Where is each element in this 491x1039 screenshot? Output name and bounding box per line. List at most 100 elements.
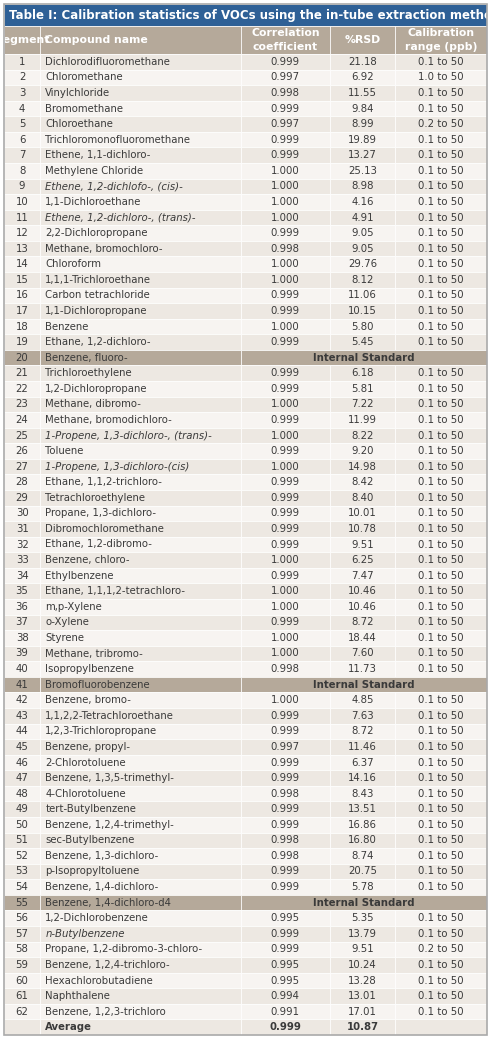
- Text: 0.997: 0.997: [271, 73, 300, 82]
- Text: 1.000: 1.000: [271, 399, 300, 409]
- Bar: [395, 412, 487, 428]
- Text: 1.000: 1.000: [271, 602, 300, 612]
- Bar: [330, 335, 395, 350]
- Bar: [40, 910, 241, 926]
- Bar: [4, 739, 40, 754]
- Bar: [4, 381, 40, 397]
- Text: Bromofluorobenzene: Bromofluorobenzene: [45, 680, 150, 690]
- Text: 11.73: 11.73: [348, 664, 377, 674]
- Text: 62: 62: [16, 1007, 28, 1016]
- Bar: [4, 54, 40, 70]
- Bar: [40, 537, 241, 553]
- Bar: [40, 490, 241, 506]
- Bar: [241, 335, 330, 350]
- Bar: [330, 615, 395, 630]
- Text: 58: 58: [16, 944, 28, 955]
- Bar: [4, 272, 40, 288]
- Text: 54: 54: [16, 882, 28, 893]
- Bar: [40, 272, 241, 288]
- Text: 9.05: 9.05: [352, 243, 374, 254]
- Text: 10: 10: [16, 197, 28, 207]
- Bar: [330, 70, 395, 85]
- Bar: [395, 70, 487, 85]
- Bar: [330, 584, 395, 600]
- Bar: [395, 163, 487, 179]
- Bar: [4, 537, 40, 553]
- Text: 0.1 to 50: 0.1 to 50: [418, 804, 464, 815]
- Bar: [4, 490, 40, 506]
- Text: 0.1 to 50: 0.1 to 50: [418, 508, 464, 518]
- Bar: [40, 459, 241, 475]
- Bar: [395, 630, 487, 645]
- Text: 61: 61: [16, 991, 28, 1001]
- Text: 0.998: 0.998: [271, 851, 300, 861]
- Text: 14.98: 14.98: [348, 461, 377, 472]
- Bar: [40, 661, 241, 676]
- Text: 0.1 to 50: 0.1 to 50: [418, 461, 464, 472]
- Text: 0.1 to 50: 0.1 to 50: [418, 415, 464, 425]
- Text: 0.1 to 50: 0.1 to 50: [418, 867, 464, 877]
- Bar: [395, 708, 487, 723]
- Bar: [241, 615, 330, 630]
- Text: Tetrachloroethylene: Tetrachloroethylene: [45, 492, 145, 503]
- Text: 0.998: 0.998: [271, 243, 300, 254]
- Bar: [330, 272, 395, 288]
- Text: 0.999: 0.999: [271, 804, 300, 815]
- Bar: [330, 661, 395, 676]
- Bar: [4, 553, 40, 568]
- Bar: [40, 941, 241, 957]
- Bar: [241, 941, 330, 957]
- Bar: [40, 615, 241, 630]
- Bar: [395, 910, 487, 926]
- Text: Methane, bromodichloro-: Methane, bromodichloro-: [45, 415, 172, 425]
- Bar: [4, 444, 40, 459]
- Text: 1.000: 1.000: [271, 321, 300, 331]
- Bar: [241, 895, 487, 910]
- Text: 8.72: 8.72: [352, 726, 374, 737]
- Text: 5.78: 5.78: [352, 882, 374, 893]
- Text: 7: 7: [19, 151, 26, 160]
- Bar: [395, 148, 487, 163]
- Bar: [395, 754, 487, 770]
- Text: 0.1 to 50: 0.1 to 50: [418, 399, 464, 409]
- Text: 48: 48: [16, 789, 28, 799]
- Bar: [4, 973, 40, 988]
- Text: 6.92: 6.92: [352, 73, 374, 82]
- Bar: [330, 101, 395, 116]
- Bar: [395, 848, 487, 863]
- Bar: [40, 132, 241, 148]
- Bar: [241, 848, 330, 863]
- Text: coefficient: coefficient: [253, 42, 318, 52]
- Text: 12: 12: [16, 229, 28, 238]
- Text: 16: 16: [16, 290, 28, 300]
- Text: 0.999: 0.999: [271, 820, 300, 830]
- Bar: [40, 241, 241, 257]
- Text: 59: 59: [16, 960, 28, 970]
- Bar: [241, 350, 487, 366]
- Text: 0.1 to 50: 0.1 to 50: [418, 695, 464, 705]
- Text: Methane, tribromo-: Methane, tribromo-: [45, 648, 143, 659]
- Text: 0.1 to 50: 0.1 to 50: [418, 570, 464, 581]
- Bar: [4, 459, 40, 475]
- Text: Methane, bromochloro-: Methane, bromochloro-: [45, 243, 163, 254]
- Text: Ethane, 1,2-dibromo-: Ethane, 1,2-dibromo-: [45, 539, 152, 550]
- Bar: [395, 26, 487, 54]
- Bar: [330, 879, 395, 895]
- Bar: [241, 708, 330, 723]
- Text: 37: 37: [16, 617, 28, 628]
- Text: Segment: Segment: [0, 35, 49, 45]
- Text: Correlation: Correlation: [251, 28, 320, 38]
- Text: 0.1 to 50: 0.1 to 50: [418, 492, 464, 503]
- Bar: [4, 941, 40, 957]
- Text: 4-Chlorotoluene: 4-Chlorotoluene: [45, 789, 126, 799]
- Bar: [40, 179, 241, 194]
- Bar: [241, 412, 330, 428]
- Text: 0.999: 0.999: [271, 929, 300, 939]
- Text: 1.000: 1.000: [271, 633, 300, 643]
- Text: 0.999: 0.999: [271, 539, 300, 550]
- Text: Benzene, 1,4-dichloro-d4: Benzene, 1,4-dichloro-d4: [45, 898, 171, 908]
- Bar: [241, 600, 330, 615]
- Bar: [4, 132, 40, 148]
- Bar: [40, 1004, 241, 1019]
- Text: Internal Standard: Internal Standard: [313, 898, 414, 908]
